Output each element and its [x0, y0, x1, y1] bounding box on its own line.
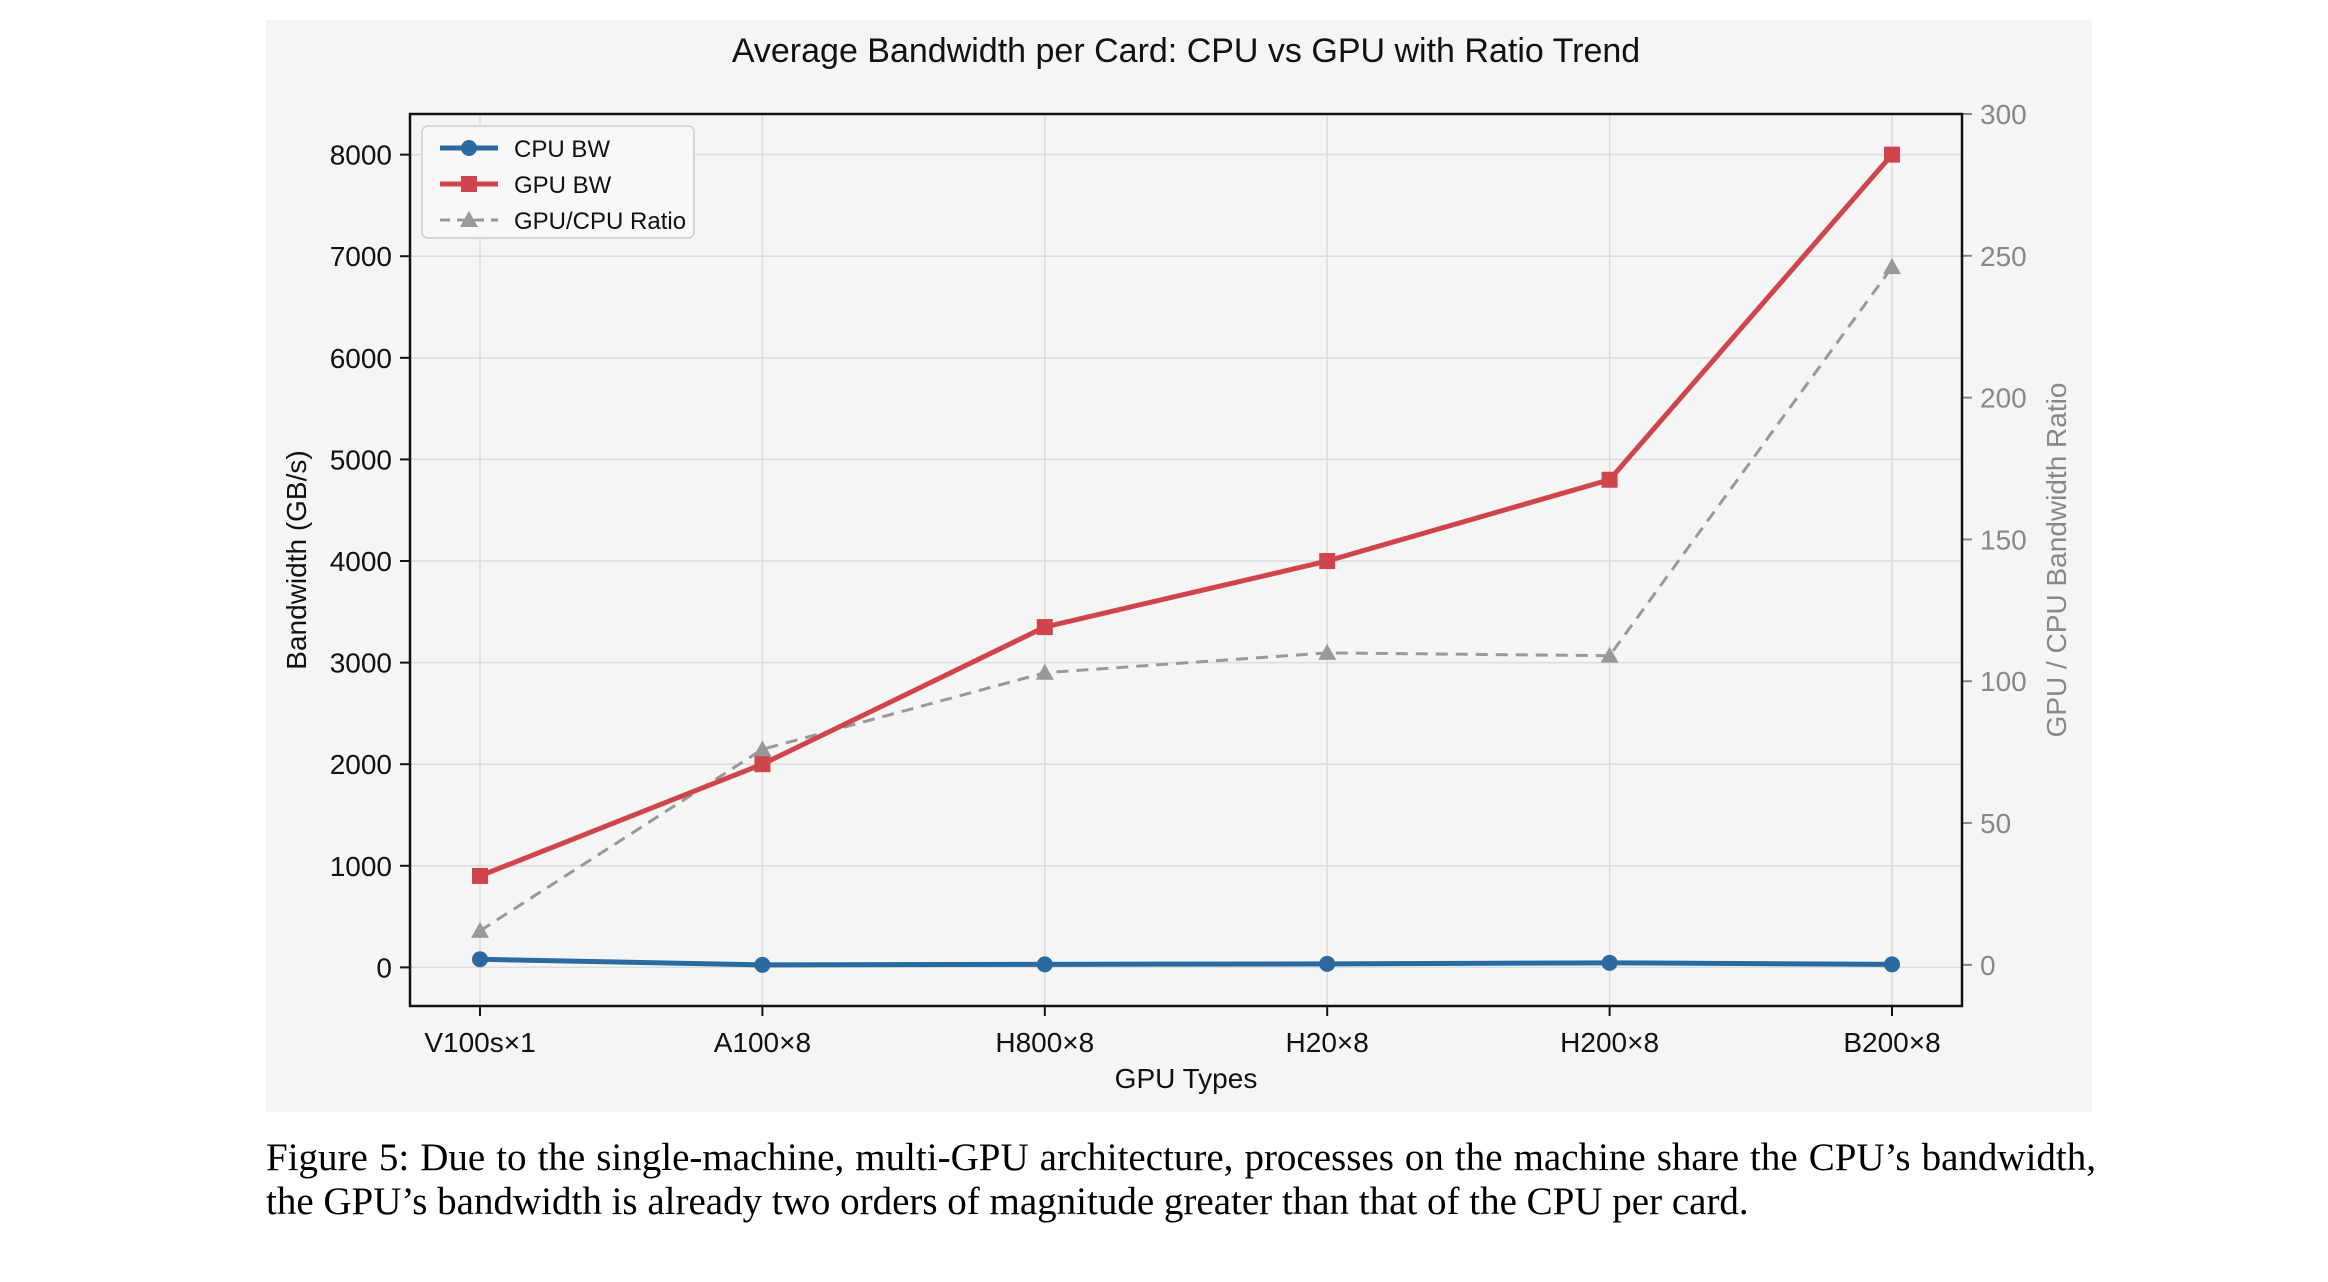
y-tick-label: 0 — [376, 952, 392, 983]
x-tick-label: B200×8 — [1843, 1027, 1940, 1058]
x-tick-label: V100s×1 — [424, 1027, 535, 1058]
x-tick-label: H200×8 — [1560, 1027, 1659, 1058]
chart-figure: Average Bandwidth per Card: CPU vs GPU w… — [281, 32, 2072, 1094]
gpu-bw-line — [479, 152, 1894, 879]
cpu-bw-point — [754, 956, 771, 973]
y2-tick-label: 100 — [1980, 666, 2027, 697]
caption-text: Due to the single-machine, multi-GPU arc… — [266, 1136, 2096, 1223]
y2-tick-label: 150 — [1980, 524, 2027, 555]
legend: CPU BW GPU BW GPU/CPU Ratio — [421, 125, 695, 239]
caption-label: Figure 5: — [266, 1136, 410, 1179]
legend-label-gpu-cpu-ratio: GPU/CPU Ratio — [514, 208, 686, 235]
cpu-bw-line — [479, 956, 1893, 968]
plot-area — [410, 114, 1962, 1006]
legend-marker-gpu-cpu-ratio — [460, 211, 478, 227]
legend-box — [421, 125, 695, 239]
gpu-bw-point — [1036, 619, 1053, 636]
y-tick-label: 3000 — [330, 648, 392, 679]
y-tick-label: 4000 — [330, 546, 392, 577]
y2-tick-label: 50 — [1980, 808, 2011, 839]
x-tick-label: A100×8 — [714, 1027, 811, 1058]
y-tick-label: 5000 — [330, 444, 392, 475]
x-axis-label: GPU Types — [1115, 1063, 1258, 1094]
y-tick-label: 7000 — [330, 241, 392, 272]
gpu-bw-point — [1884, 146, 1900, 163]
y-tick-label: 1000 — [330, 851, 392, 882]
gpu-cpu-ratio-point — [1035, 663, 1054, 680]
legend-marker-gpu-bw — [461, 176, 477, 192]
legend-label-cpu-bw: CPU BW — [514, 136, 610, 163]
gpu-cpu-ratio-point — [1318, 643, 1337, 660]
cpu-bw-point — [1319, 955, 1336, 972]
cpu-bw-point — [1601, 954, 1618, 971]
y-tick-label: 8000 — [330, 140, 392, 171]
gpu-cpu-ratio-point — [1883, 258, 1901, 275]
cpu-bw-point — [1036, 956, 1053, 973]
chart-title: Average Bandwidth per Card: CPU vs GPU w… — [732, 32, 1640, 70]
gpu-bw-point — [1601, 471, 1618, 488]
axes-frame — [408, 112, 1964, 1008]
legend-marker-cpu-bw — [461, 140, 477, 156]
y2-axis-label: GPU / CPU Bandwidth Ratio — [2041, 383, 2072, 738]
cpu-bw-point — [1884, 956, 1900, 973]
y-axis-label: Bandwidth (GB/s) — [281, 450, 312, 669]
x-tick-label: H20×8 — [1286, 1027, 1369, 1058]
y2-tick-label: 250 — [1980, 241, 2027, 272]
y2-tick-label: 0 — [1980, 950, 1996, 981]
gpu-bw-point — [1319, 553, 1336, 570]
y-tick-label: 6000 — [330, 343, 392, 374]
legend-label-gpu-bw: GPU BW — [514, 172, 612, 199]
gpu-cpu-ratio-point — [1600, 646, 1619, 663]
gpu-bw-point — [472, 867, 488, 884]
figure-caption: Figure 5: Due to the single-machine, mul… — [266, 1136, 2096, 1224]
cpu-bw-point — [472, 951, 488, 968]
y2-tick-label: 300 — [1980, 99, 2027, 130]
gpu-cpu-ratio-line — [479, 266, 1894, 933]
y2-tick-label: 200 — [1980, 383, 2027, 414]
gpu-cpu-ratio-point — [471, 921, 489, 938]
x-tick-label: H800×8 — [995, 1027, 1094, 1058]
gpu-cpu-ratio-point — [753, 740, 772, 757]
gpu-bw-point — [754, 756, 771, 773]
y-tick-label: 2000 — [330, 749, 392, 780]
